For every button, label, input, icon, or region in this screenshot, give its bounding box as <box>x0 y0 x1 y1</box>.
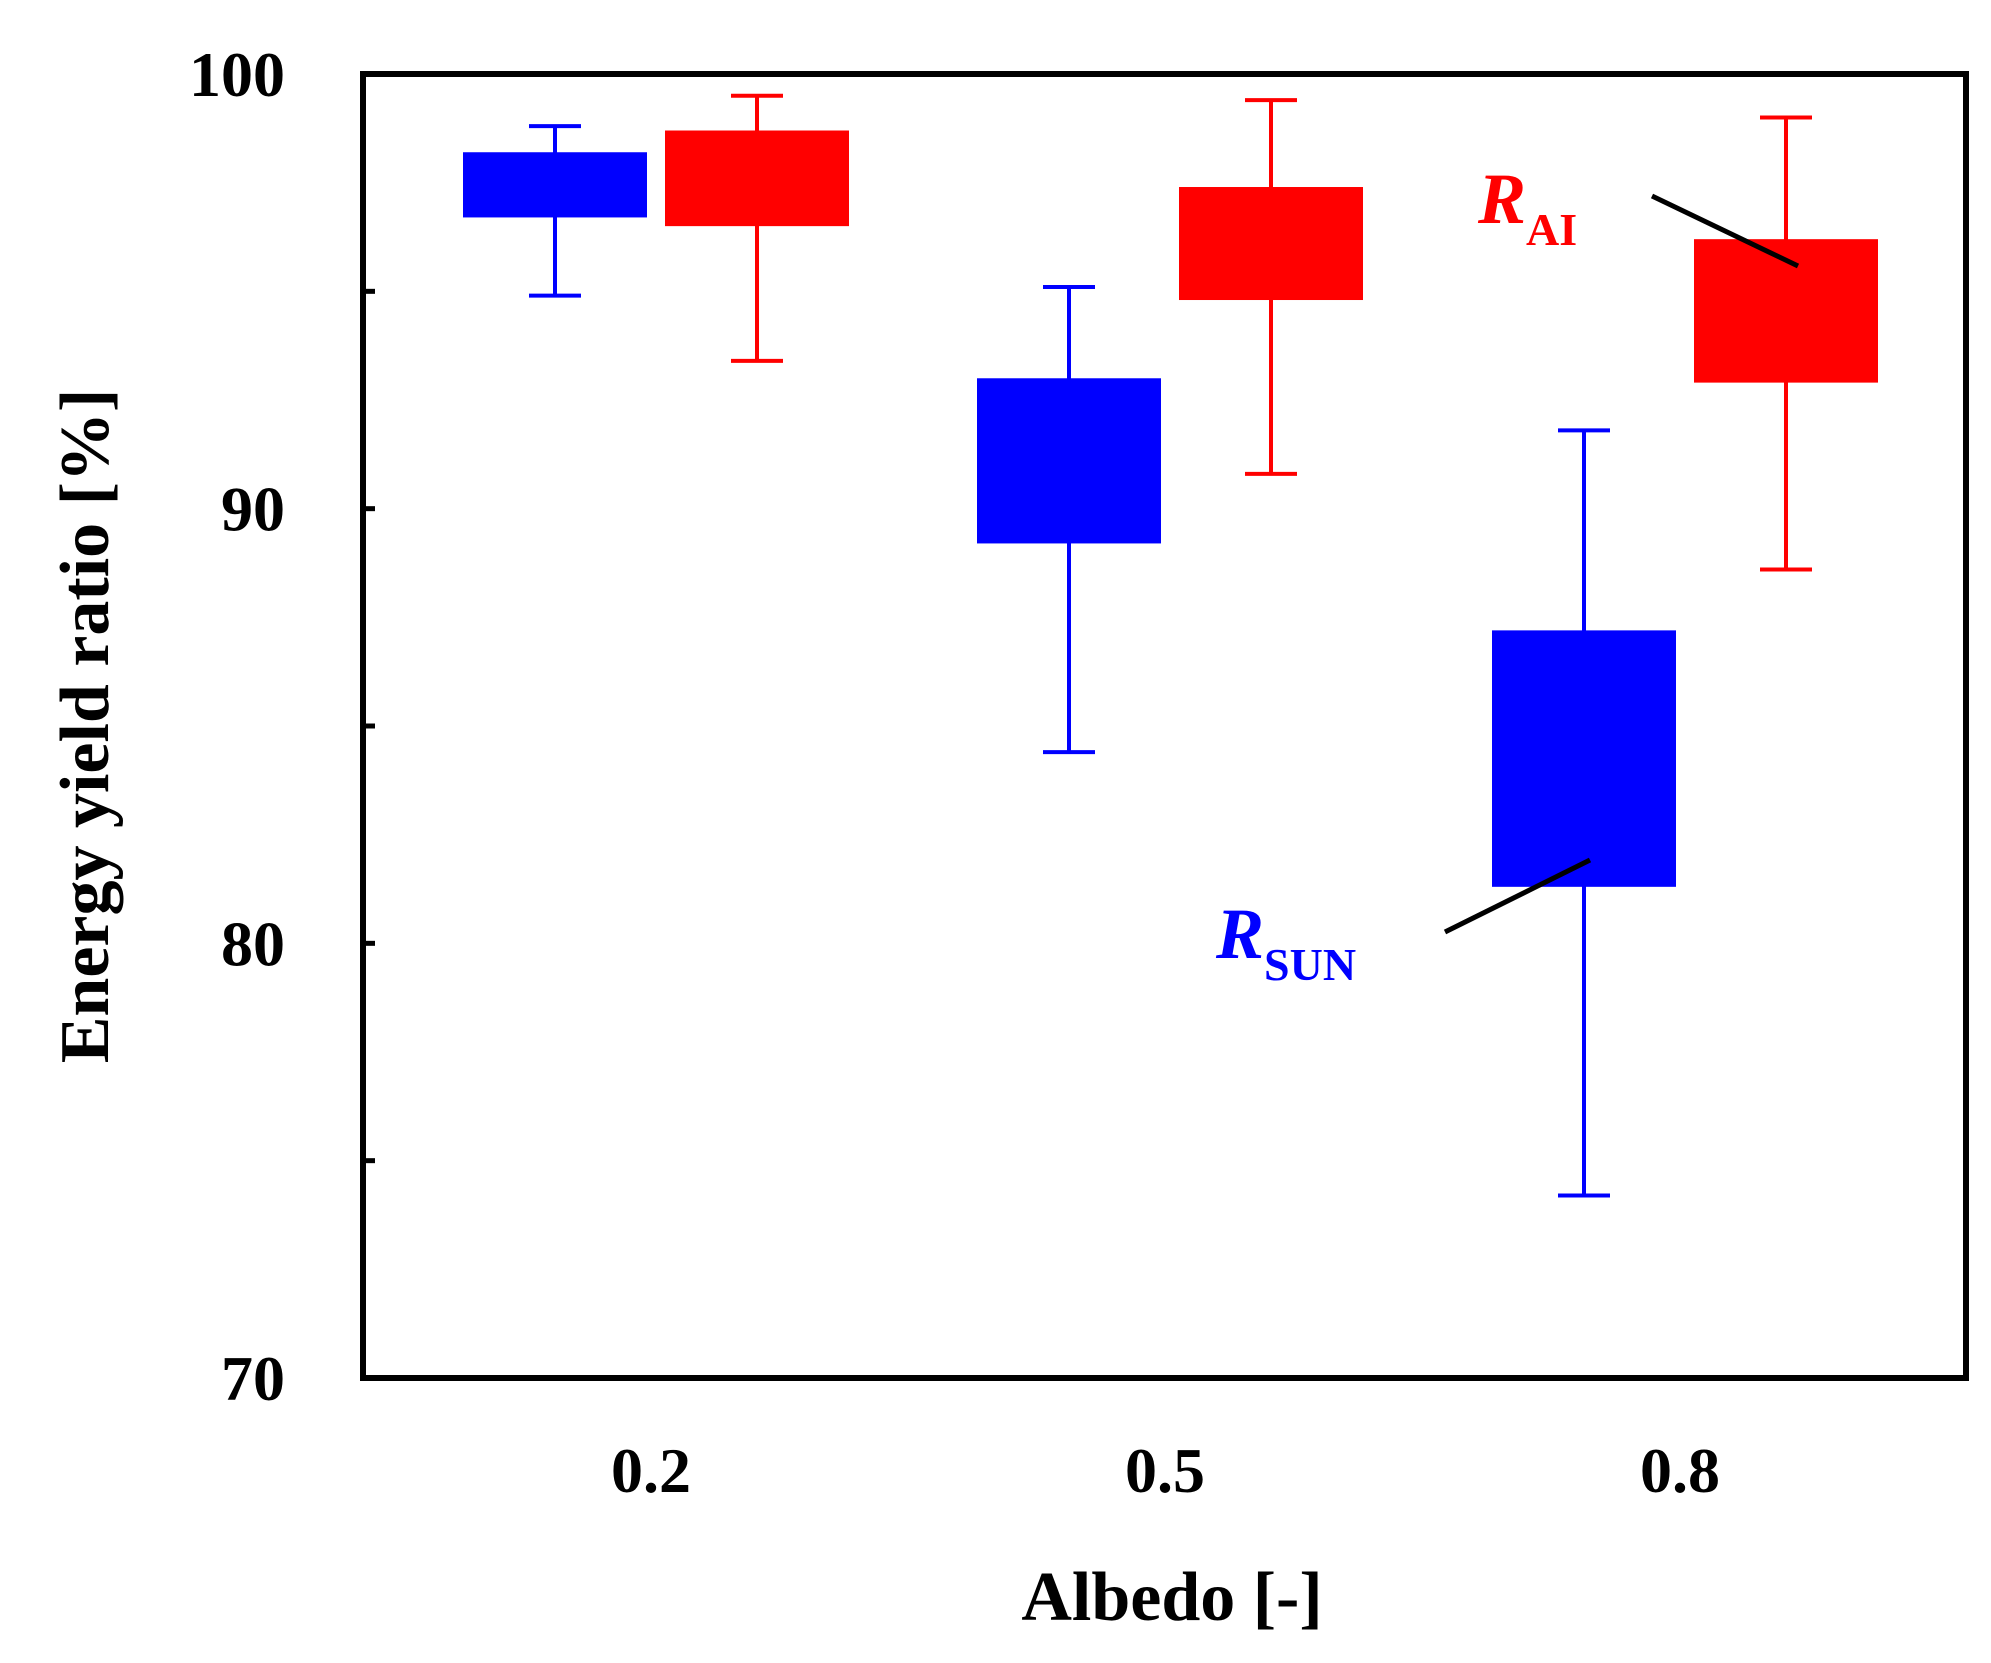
annotation-r-sun-main: R <box>1215 894 1264 974</box>
iqr-box-r-sun-0.2 <box>463 152 647 218</box>
y-tick-label-100: 100 <box>189 39 285 110</box>
x-tick-label-0.5: 0.5 <box>1125 1435 1205 1506</box>
y-tick-label-90: 90 <box>221 474 285 545</box>
annotation-r-sun-sub: SUN <box>1264 939 1356 990</box>
box-r-sun-0.8 <box>1492 428 1676 1198</box>
y-axis-title: Energy yield ratio [%] <box>47 389 124 1064</box>
x-tick-label-0.2: 0.2 <box>611 1435 691 1506</box>
iqr-box-r-ai-0.8 <box>1694 239 1878 383</box>
box-r-ai-0.2 <box>665 93 849 363</box>
y-axis: 70 90 80 100 <box>189 39 375 1414</box>
annotation-r-ai-main: R <box>1477 159 1526 239</box>
x-tick-label-0.8: 0.8 <box>1640 1435 1720 1506</box>
box-r-ai-0.8 <box>1694 115 1878 572</box>
box-r-sun-0.5 <box>977 284 1161 755</box>
annotation-r-ai-leader <box>1650 193 1800 269</box>
iqr-box-r-sun-0.8 <box>1492 630 1676 887</box>
annotation-r-sun-label: RSUN <box>1215 894 1356 990</box>
annotation-r-ai: RAI <box>1477 159 1800 269</box>
annotation-r-ai-label: RAI <box>1477 159 1577 255</box>
box-r-ai-0.5 <box>1179 98 1363 476</box>
annotation-r-sun: RSUN <box>1215 857 1592 990</box>
y-tick-label-80: 80 <box>221 908 285 979</box>
iqr-box-r-ai-0.5 <box>1179 187 1363 301</box>
x-axis: 0.2 0.5 0.8 <box>611 1435 1720 1506</box>
iqr-box-r-sun-0.5 <box>977 378 1161 544</box>
box-r-sun-0.2 <box>463 124 647 298</box>
annotation-r-ai-sub: AI <box>1526 204 1577 255</box>
chart-marks <box>463 93 1878 1198</box>
x-axis-title: Albedo [-] <box>1021 1559 1322 1636</box>
iqr-box-r-ai-0.2 <box>665 130 849 227</box>
y-tick-label-70: 70 <box>221 1343 285 1414</box>
annotation-r-sun-leader <box>1443 857 1592 935</box>
